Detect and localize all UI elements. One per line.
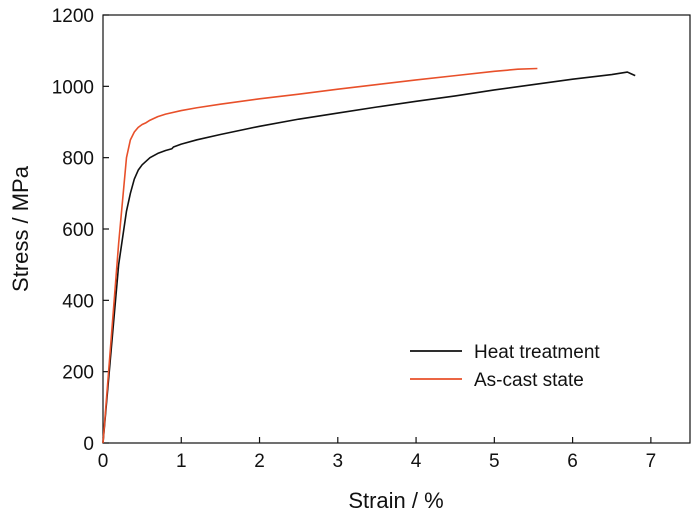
x-tick-label: 1 [176, 451, 187, 472]
x-tick-label: 5 [489, 451, 500, 472]
x-tick-label: 7 [646, 451, 657, 472]
x-tick-label: 6 [567, 451, 578, 472]
y-tick-label: 1200 [52, 6, 94, 27]
legend-label-heat-treatment: Heat treatment [474, 342, 600, 363]
y-tick-label: 400 [62, 291, 94, 312]
x-tick-label: 4 [411, 451, 422, 472]
x-tick-label: 3 [333, 451, 344, 472]
heat-treatment-series-line [102, 71, 636, 444]
as-cast-state-series-line [102, 67, 538, 444]
y-tick-label: 200 [62, 363, 94, 384]
plot-area-frame [102, 14, 691, 444]
legend-label-as-cast-state: As-cast state [474, 370, 584, 391]
y-tick-label: 0 [83, 434, 94, 455]
y-tick-label: 600 [62, 220, 94, 241]
x-tick-label: 2 [254, 451, 265, 472]
y-tick-label: 1000 [52, 77, 94, 98]
y-tick-label: 800 [62, 149, 94, 170]
x-axis-title: Strain / % [348, 488, 443, 513]
y-axis-title: Stress / MPa [8, 165, 33, 292]
x-tick-label: 0 [98, 451, 109, 472]
